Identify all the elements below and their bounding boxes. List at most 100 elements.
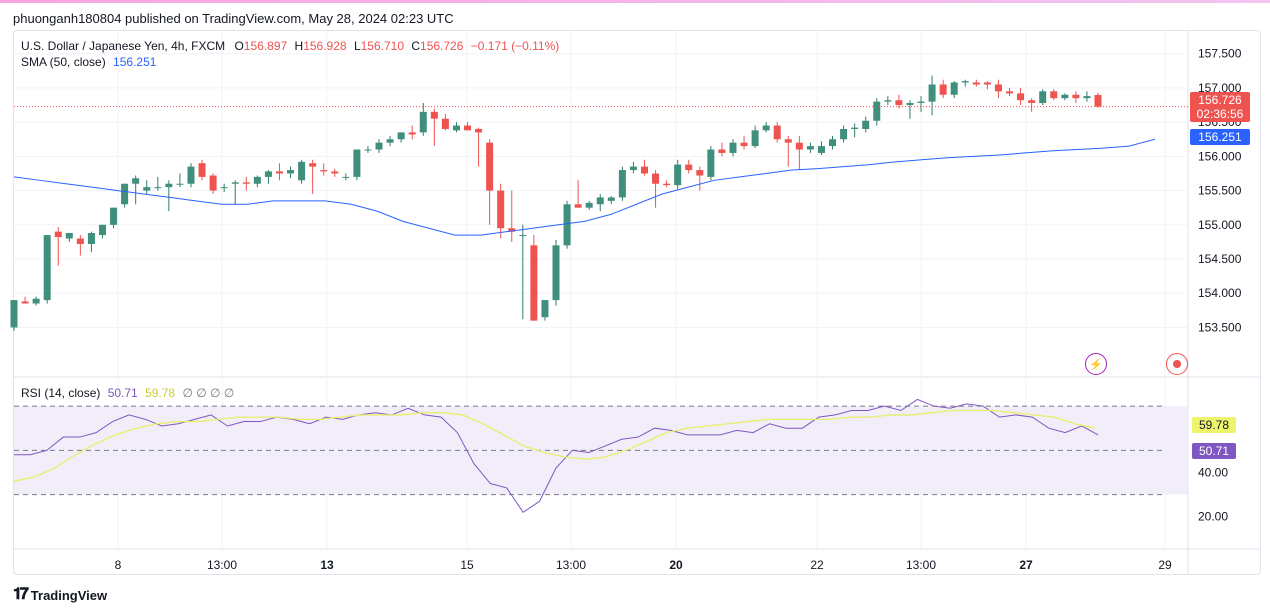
candle-body — [1072, 94, 1080, 99]
last-price-value: 156.726 — [1198, 93, 1242, 107]
candle-body — [519, 235, 527, 237]
ohlc-high-value: 156.928 — [303, 39, 347, 53]
candle-body — [696, 170, 704, 176]
candle-body — [983, 82, 991, 85]
x-tick-label: 13:00 — [556, 558, 586, 572]
price-change: −0.171 (−0.11%) — [470, 39, 560, 53]
publisher-line: phuonganh180804 published on TradingView… — [13, 11, 454, 26]
bar-countdown: 02:36:56 — [1196, 107, 1244, 121]
x-tick-label: 13 — [320, 558, 334, 572]
candle-body — [76, 238, 84, 244]
candle-body — [541, 300, 549, 318]
candle-body — [132, 178, 140, 184]
rsi-ma-tag: 59.78 — [1192, 417, 1236, 433]
candle-body — [795, 142, 803, 150]
candle-body — [707, 149, 715, 177]
candle-body — [607, 197, 615, 201]
candle-body — [165, 183, 173, 188]
candle-body — [629, 166, 637, 171]
candle-body — [640, 166, 648, 174]
candle-body — [441, 118, 449, 129]
candle-body — [176, 183, 184, 185]
candle-body — [430, 111, 438, 119]
candle-body — [917, 101, 925, 103]
candle-body — [1006, 91, 1014, 94]
candle-body — [298, 161, 306, 181]
candle-body — [618, 170, 626, 198]
candle-body — [264, 171, 272, 177]
candle-body — [209, 175, 217, 191]
candle-body — [685, 164, 693, 171]
candle-body — [895, 100, 903, 106]
x-tick-label: 20 — [669, 558, 683, 572]
rsi-tag: 50.71 — [1192, 443, 1236, 459]
candle-body — [873, 101, 881, 121]
y-tick-label: 157.500 — [1198, 47, 1242, 61]
candle-body — [585, 202, 593, 208]
candle-body — [54, 231, 62, 238]
sma-line — [13, 138, 1156, 236]
x-tick-label: 15 — [460, 558, 474, 572]
candle-body — [275, 171, 283, 174]
candle-body — [386, 139, 394, 143]
candle-body — [287, 170, 295, 174]
tradingview-logo-icon: 𝟏𝟕 — [13, 586, 29, 603]
x-tick-label: 13:00 — [906, 558, 936, 572]
rsi-extra-values: ∅ ∅ ∅ ∅ — [182, 386, 235, 400]
symbol-legend: U.S. Dollar / Japanese Yen, 4h, FXCM O 15… — [21, 39, 559, 53]
brand-name: TradingView — [30, 587, 108, 603]
candle-body — [419, 111, 427, 133]
symbol-title: U.S. Dollar / Japanese Yen, 4h, FXCM — [21, 39, 226, 53]
candle-body — [729, 142, 737, 153]
candle-body — [143, 187, 151, 191]
candle-body — [994, 84, 1002, 92]
y-tick-label: 154.000 — [1198, 286, 1242, 300]
candle-body — [464, 125, 472, 131]
y-tick-label: 153.500 — [1198, 320, 1242, 334]
candle-body — [740, 142, 748, 147]
x-tick-label: 8 — [115, 558, 122, 572]
candle-body — [375, 142, 383, 150]
candle-body — [1017, 93, 1025, 101]
candle-body — [497, 190, 505, 229]
candle-body — [10, 300, 18, 328]
candle-body — [906, 102, 914, 106]
ohlc-low-value: 156.710 — [360, 39, 405, 53]
candle-body — [475, 128, 483, 133]
candle-body — [552, 245, 560, 301]
candle-body — [563, 204, 571, 246]
candle-body — [663, 183, 671, 186]
candle-body — [950, 82, 958, 95]
rsi-legend-label: RSI (14, close) — [21, 386, 101, 400]
y-tick-label: 157.000 — [1198, 81, 1242, 95]
candle-body — [98, 224, 106, 236]
candle-body — [829, 139, 837, 147]
candle-body — [342, 176, 350, 178]
candle-body — [397, 132, 405, 140]
y-tick-label: 155.000 — [1198, 218, 1242, 232]
sma-legend: SMA (50, close) 156.251 — [21, 55, 156, 69]
lightning-icon[interactable]: ⚡ — [1085, 353, 1107, 375]
y-tick-label: 155.500 — [1198, 184, 1242, 198]
candle-body — [972, 82, 980, 85]
candle-body — [408, 132, 416, 135]
ohlc-open-label: O — [234, 39, 244, 53]
candle-body — [21, 301, 29, 304]
x-tick-label: 29 — [1158, 558, 1172, 572]
candle-body — [762, 125, 770, 131]
x-tick-label: 13:00 — [207, 558, 237, 572]
record-icon[interactable] — [1166, 353, 1188, 375]
candle-body — [220, 187, 228, 189]
candle-body — [1083, 96, 1091, 99]
ohlc-low-label: L — [353, 39, 361, 53]
candle-body — [231, 182, 239, 184]
top-accent-border — [0, 0, 1270, 3]
candle-body — [884, 100, 892, 102]
candle-body — [452, 125, 460, 131]
candle-body — [364, 149, 372, 151]
candle-body — [596, 197, 604, 205]
sma-legend-label: SMA (50, close) — [21, 55, 106, 69]
candle-body — [862, 120, 870, 129]
